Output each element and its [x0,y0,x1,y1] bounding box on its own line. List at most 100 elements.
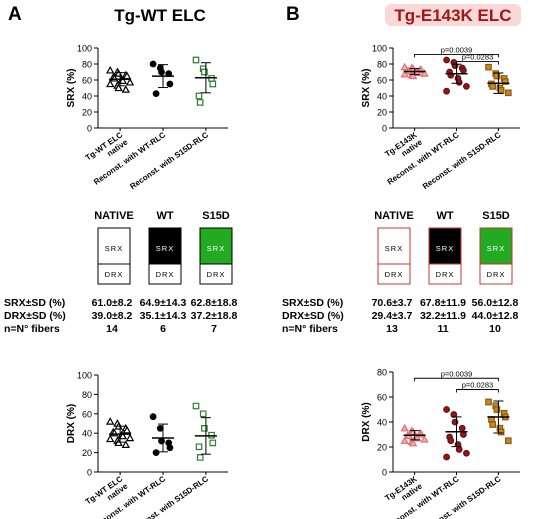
stats-row-label: n=N° fibers [282,323,338,335]
stats-value: 70.6±3.7 [372,297,413,309]
data-point [408,438,418,447]
y-tick-label: 80 [82,60,92,70]
data-point [196,454,204,461]
data-point [149,60,157,68]
significance-bracket [456,389,499,393]
data-point [105,434,115,443]
x-tick-label: Reconst. with S15D-RLC [421,130,503,191]
data-point [497,428,505,436]
data-point [125,77,135,86]
y-tick-label: 0 [87,124,92,134]
srx-drx-box: S15D SRX DRX [479,210,513,285]
data-point [420,435,429,443]
box-label: WT [156,210,173,222]
box-top-text: SRX [436,244,454,253]
data-point [152,449,160,457]
data-point [166,444,174,452]
stats-row-label: DRX±SD (%) [4,310,66,322]
y-tick-label: 60 [82,409,92,419]
data-point [125,433,135,442]
box-bottom [148,263,182,285]
stats-value: 56.0±12.8 [472,297,519,309]
stats-value: 64.9±14.3 [140,297,187,309]
stats-value: 14 [106,323,118,335]
y-tick-label: 40 [82,92,92,102]
stats-value: 35.1±14.3 [140,310,187,322]
data-point [166,80,174,88]
y-tick-label: 40 [377,418,387,428]
stats-value: 29.4±3.7 [372,310,413,322]
data-point [485,398,492,406]
box-top-text: SRX [105,244,123,253]
stats-value: 37.2±18.8 [191,310,238,322]
data-point [192,402,200,410]
significance-bracket [456,61,499,65]
box-bottom [479,263,513,285]
x-tick-label: Reconst. with S15D-RLC [128,130,210,191]
data-point [400,69,409,78]
y-tick-label: 20 [82,108,92,118]
data-point [463,449,470,457]
stats-row-label: DRX±SD (%) [282,310,344,322]
stats-value: 67.8±11.9 [420,297,466,309]
significance-bracket [414,377,499,382]
data-point [152,90,160,97]
data-point [408,71,418,80]
p-value-label: p=0.0039 [441,369,473,378]
data-point [460,431,467,438]
x-tick-label-line: Reconst. with WT-RLC [92,130,167,186]
y-tick-label: 20 [377,108,387,118]
stats-value: 7 [211,323,217,335]
box-bottom-text: DRX [207,270,226,279]
box-top [377,227,411,265]
srx-drx-box: WT SRX DRX [428,210,462,285]
box-bottom-text: DRX [156,270,175,279]
y-tick-label: 100 [77,371,92,381]
stats-row-label: SRX±SD (%) [4,297,65,309]
srx-drx-box: NATIVE SRX DRX [94,210,134,285]
stats-value: 10 [489,323,501,335]
box-top-text: SRX [207,244,225,253]
y-tick-label: 80 [82,390,92,400]
y-tick-label: 60 [377,76,387,86]
p-value-label: p=0.0283 [462,53,494,62]
panel-title: Tg-E143K ELC [394,6,511,25]
x-tick-label: Reconst. with WT-RLC [386,130,461,186]
data-point [455,446,463,453]
title-glow [385,4,521,26]
box-top-text: SRX [385,244,403,253]
data-point [489,421,497,428]
data-point [455,78,463,86]
y-axis-label: SRX (%) [361,69,372,108]
y-tick-label: 20 [82,448,92,458]
y-tick-label: 0 [382,468,387,478]
data-point [400,423,409,432]
y-tick-label: 100 [77,44,92,54]
stats-row-label: n=N° fibers [4,323,60,335]
box-label: S15D [482,210,510,222]
y-axis-label: SRX (%) [66,69,77,108]
y-tick-label: 80 [377,60,387,70]
data-point [443,56,451,64]
data-point [122,425,132,434]
x-tick-label: Reconst. with WT-RLC [92,130,167,186]
data-point [497,87,505,94]
data-point [196,99,204,106]
data-point [192,56,200,64]
box-bottom [199,263,233,285]
stats-value: 6 [160,323,166,335]
data-point [121,440,131,448]
stats-table: SRX±SD (%) 70.6±3.7 67.8±11.9 56.0±12.8 DRX±… [282,297,518,335]
srx-drx-box: S15D SRX DRX [199,210,233,285]
y-tick-label: 40 [82,429,92,439]
data-point [413,68,422,76]
data-point [443,406,451,413]
significance-bracket [414,53,499,58]
data-point [195,443,203,451]
box-bottom [377,263,411,285]
y-tick-label: 60 [377,393,387,403]
p-value-label: p=0.0283 [462,381,494,390]
stats-value: 61.0±8.2 [92,297,133,309]
